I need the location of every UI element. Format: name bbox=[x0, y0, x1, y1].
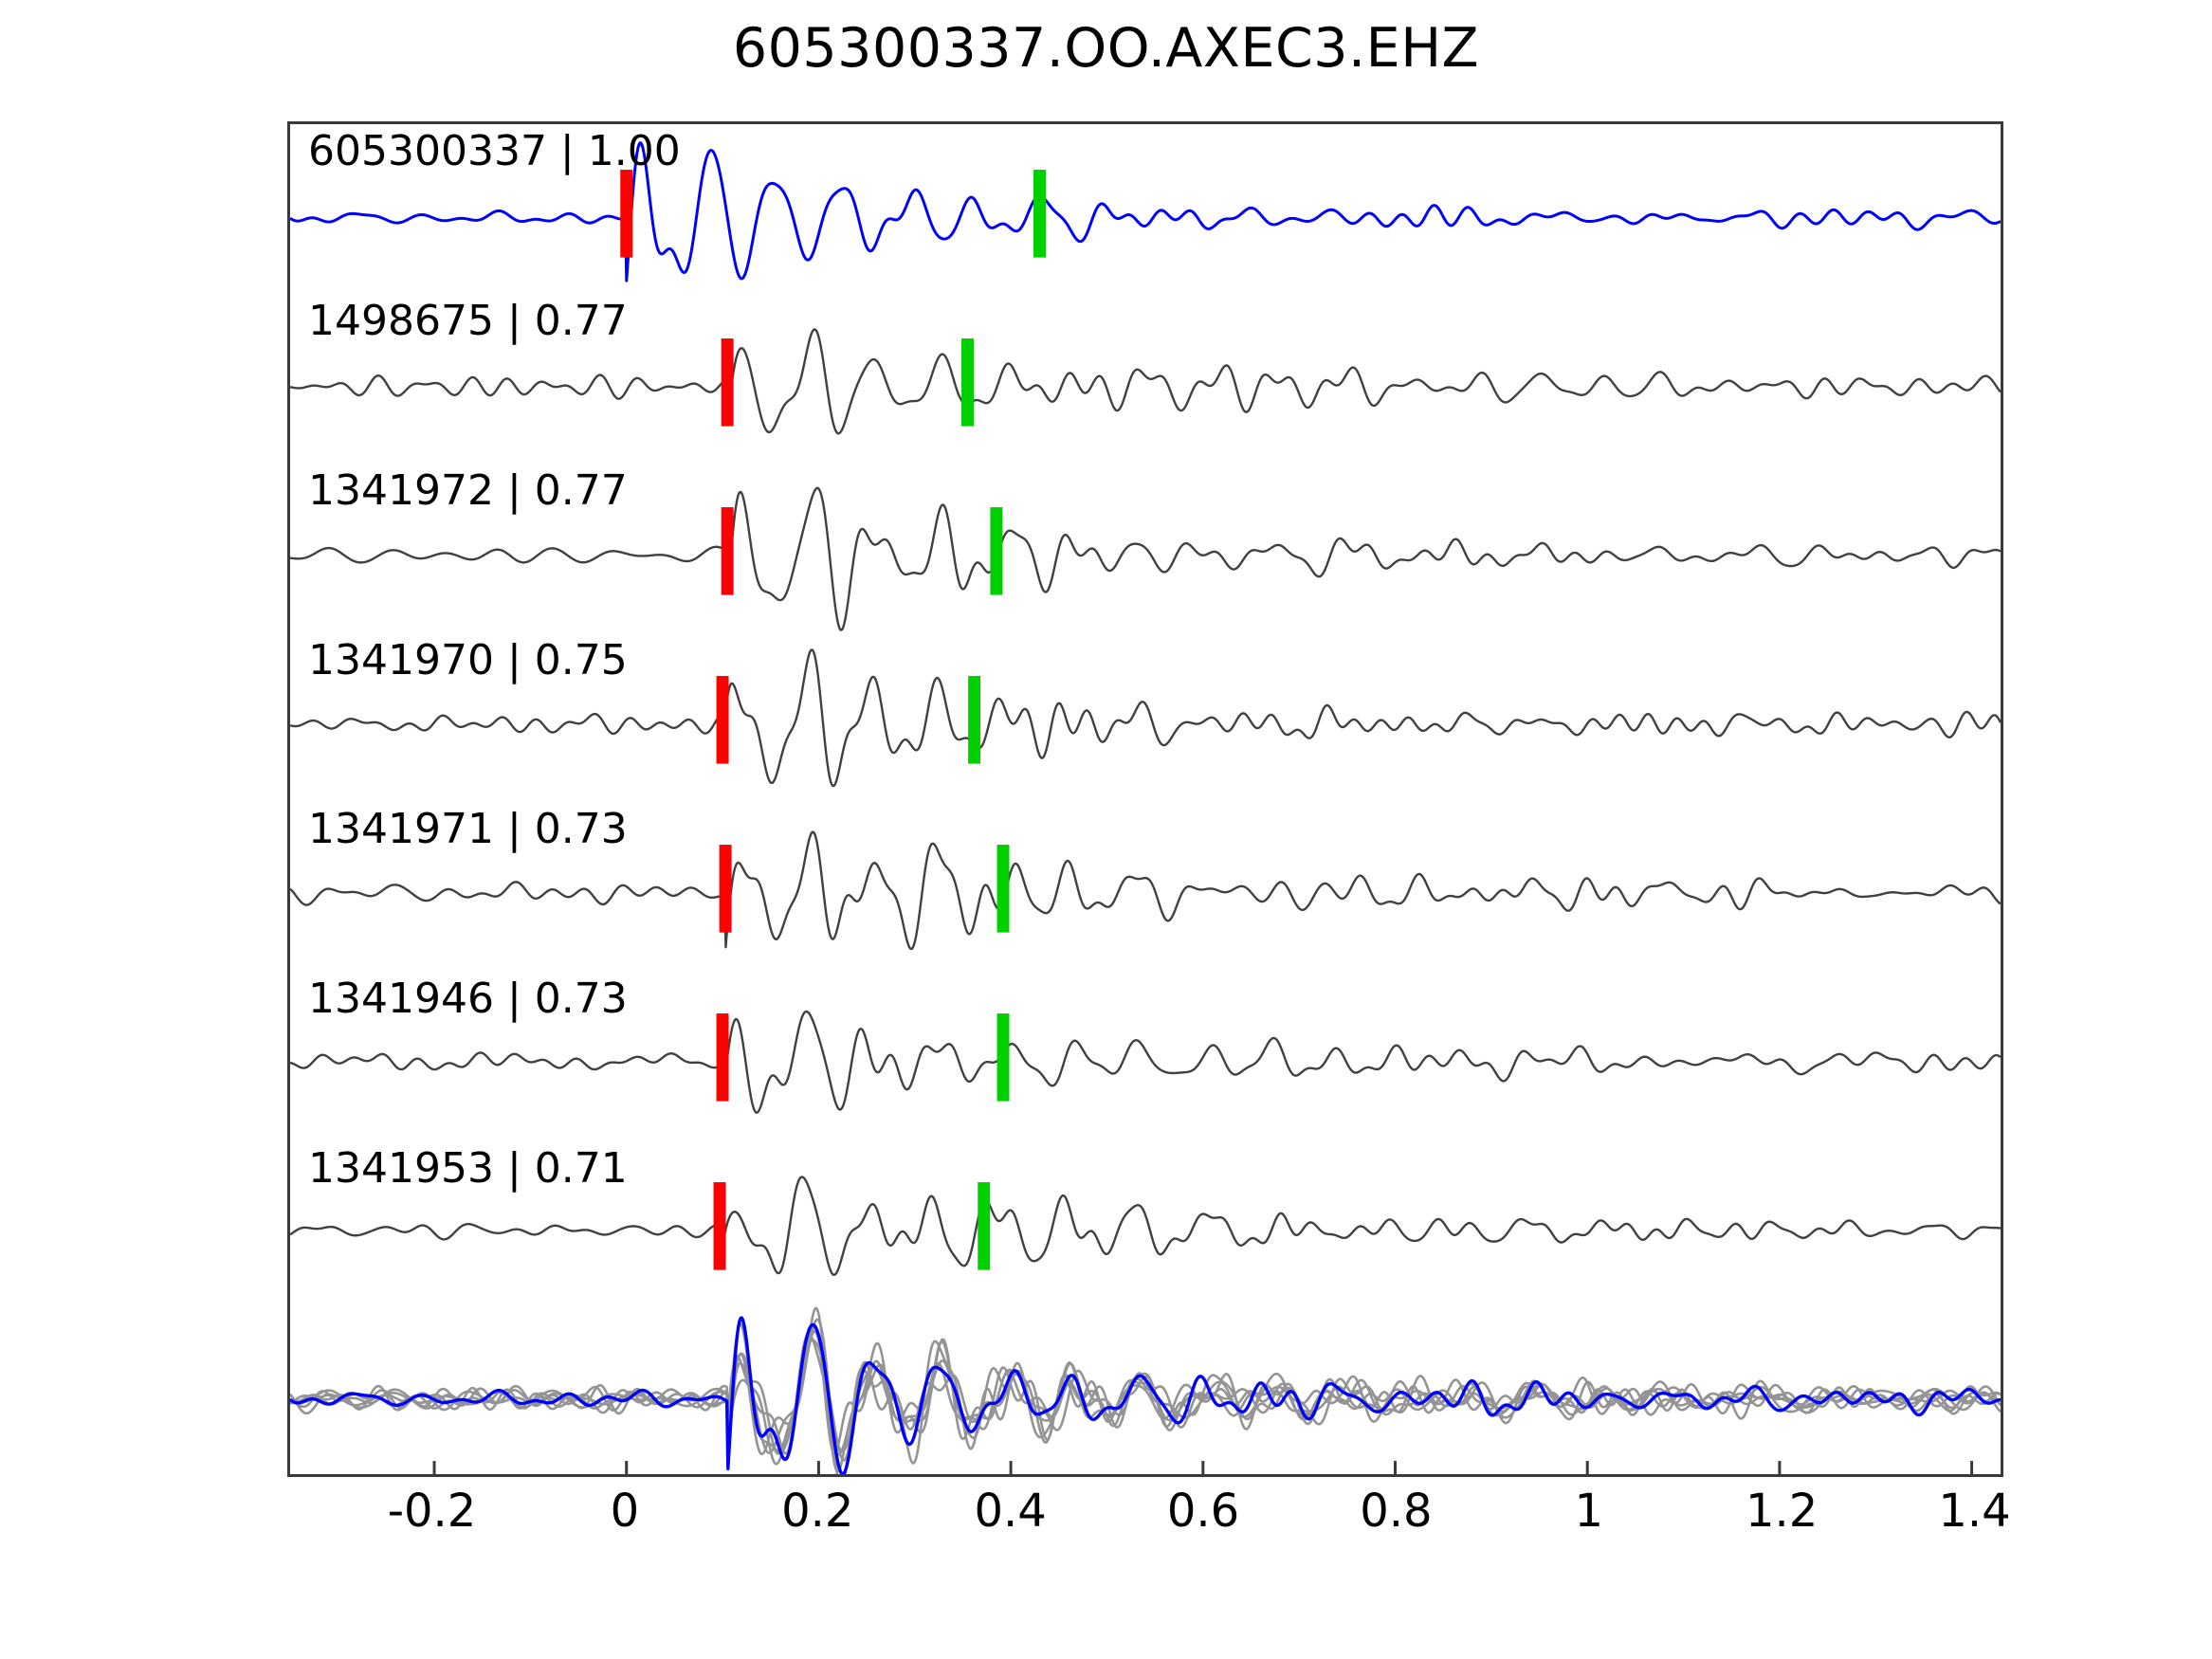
waveform-trace bbox=[290, 1010, 2001, 1114]
trace-label: 605300337 | 1.00 bbox=[308, 127, 681, 176]
trace-label: 1341953 | 0.71 bbox=[308, 1143, 628, 1193]
pick-marker-s bbox=[968, 676, 981, 764]
trace-label: 1498675 | 0.77 bbox=[308, 297, 628, 346]
waveform-trace bbox=[290, 1176, 2001, 1277]
trace-label: 1341970 | 0.75 bbox=[308, 635, 628, 684]
waveform-trace bbox=[290, 830, 2001, 951]
x-tick-label: 1.2 bbox=[1745, 1485, 1819, 1538]
pick-marker-s bbox=[978, 1182, 991, 1270]
pick-marker-s bbox=[1033, 170, 1046, 258]
pick-marker-s bbox=[996, 845, 1010, 933]
waveform-trace bbox=[290, 328, 2001, 435]
x-tick-label: 0 bbox=[610, 1485, 640, 1538]
x-tick-label: 0.2 bbox=[781, 1485, 854, 1538]
x-tick-label: 1.4 bbox=[1938, 1485, 2011, 1538]
pick-marker-s bbox=[961, 338, 974, 427]
trace-label: 1341971 | 0.73 bbox=[308, 805, 628, 854]
trace-label: 1341972 | 0.77 bbox=[308, 465, 628, 515]
waveform-canvas bbox=[290, 141, 2001, 1474]
waveform-trace bbox=[290, 486, 2001, 631]
pick-marker-p bbox=[721, 507, 734, 595]
x-tick-label: 0.4 bbox=[974, 1485, 1047, 1538]
stack-trace-gray bbox=[290, 1339, 2001, 1462]
pick-marker-p bbox=[716, 676, 729, 764]
pick-marker-p bbox=[716, 1013, 729, 1102]
pick-marker-p bbox=[721, 338, 734, 427]
x-axis-tick-labels: -0.2 0 0.2 0.4 0.6 0.8 1 1.2 1.4 bbox=[287, 1485, 2011, 1570]
waveform-trace bbox=[290, 141, 2001, 283]
x-tick-label: 0.8 bbox=[1360, 1485, 1433, 1538]
x-tick-label: 0.6 bbox=[1166, 1485, 1240, 1538]
pick-marker-p bbox=[620, 170, 633, 258]
page-title: 605300337.OO.AXEC3.EHZ bbox=[732, 17, 1480, 80]
x-tick-label: 1 bbox=[1574, 1485, 1604, 1538]
pick-marker-s bbox=[990, 507, 1003, 595]
x-tick-label: -0.2 bbox=[387, 1485, 477, 1538]
pick-marker-p bbox=[719, 845, 732, 933]
pick-marker-p bbox=[713, 1182, 726, 1270]
stack-trace-template bbox=[290, 1316, 2001, 1474]
trace-label: 1341946 | 0.73 bbox=[308, 975, 628, 1024]
plot-area bbox=[287, 121, 2003, 1477]
waveform-trace bbox=[290, 648, 2001, 788]
pick-marker-s bbox=[996, 1013, 1010, 1102]
